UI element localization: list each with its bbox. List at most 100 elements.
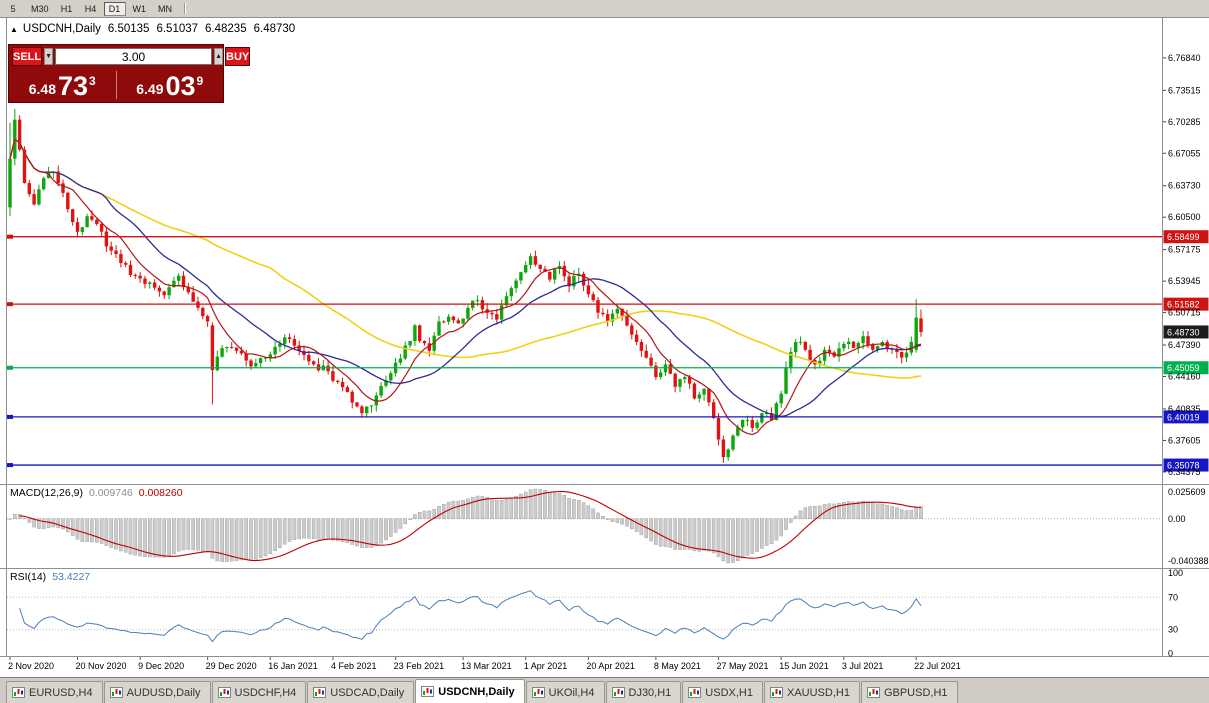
candle-body [601, 312, 605, 315]
timeframe-button-w1[interactable]: W1 [132, 3, 147, 14]
macd-bar [610, 518, 615, 522]
price-axis-label: 6.53945 [1168, 276, 1201, 286]
candle-body [765, 413, 769, 414]
macd-bar [210, 518, 215, 559]
macd-bar [885, 505, 889, 519]
candle-body [683, 377, 687, 380]
candle-body [615, 308, 619, 314]
candle-body [659, 372, 663, 378]
macd-bar [803, 507, 808, 519]
macd-bar [784, 518, 788, 530]
chart-tab-eurusd[interactable]: EURUSD,H4 [6, 681, 103, 703]
candle-body [95, 219, 99, 224]
macd-bar [162, 518, 167, 558]
macd-bar [152, 518, 157, 558]
macd-bar [789, 518, 793, 523]
macd-bar [625, 518, 629, 527]
candle-body [794, 342, 798, 353]
macd-bar [205, 518, 210, 553]
macd-bar [8, 518, 12, 520]
chart-tab-label: EURUSD,H4 [29, 686, 93, 699]
ask-price[interactable]: 6.49 03 9 [117, 68, 224, 102]
timeframe-button-m30[interactable]: M30 [31, 3, 49, 14]
candle-body [649, 357, 653, 366]
macd-bar [702, 518, 706, 551]
macd-bar [914, 506, 918, 519]
chart-tab-ukoil[interactable]: UKOil,H4 [525, 681, 605, 703]
candle-body [692, 383, 697, 399]
volume-input[interactable] [55, 48, 213, 65]
chart-tab-usdchf[interactable]: USDCHF,H4 [211, 681, 307, 703]
macd-bar [413, 514, 417, 520]
chart-tab-label: UKOil,H4 [548, 686, 595, 699]
candle-body [707, 388, 711, 403]
macd-bar [46, 518, 51, 529]
chart-tab-icon [611, 687, 625, 698]
macd-bar [851, 501, 856, 519]
macd-bar [172, 518, 176, 555]
candle-body [138, 275, 142, 279]
price-axis-label: 6.37605 [1168, 435, 1201, 445]
volume-decrease-button[interactable]: ▼ [44, 48, 54, 65]
timeframe-button-h1[interactable]: H1 [60, 3, 73, 14]
buy-button[interactable]: BUY [225, 47, 251, 66]
candle-body [562, 265, 566, 277]
chart-tab-audusd[interactable]: AUDUSD,Daily [103, 681, 211, 703]
candle-body [572, 275, 576, 287]
sell-button[interactable]: SELL [12, 47, 43, 66]
candle-body [143, 278, 147, 284]
candle-body [750, 419, 754, 428]
price-badge-text: 6.35078 [1167, 461, 1200, 471]
candle-body [128, 264, 133, 275]
chart-tab-gbpusd[interactable]: GBPUSD,H1 [860, 681, 958, 703]
macd-bar [138, 518, 142, 557]
macd-bar [909, 509, 914, 519]
macd-axis-label: 0.025609 [1168, 487, 1206, 497]
macd-bar [119, 518, 123, 552]
macd-axis-label: -0.040388 [1168, 556, 1209, 566]
macd-bar [861, 500, 865, 519]
candle-body [157, 287, 162, 292]
timeframe-button-h4[interactable]: H4 [84, 3, 97, 14]
macd-bar [793, 515, 798, 519]
timeframe-toolbar: 5 M30 H1 H4 D1 W1 MN [0, 0, 1209, 17]
candle-body [230, 346, 234, 348]
price-axis-label: 6.73515 [1168, 85, 1201, 95]
price-axis-label: 6.70285 [1168, 117, 1201, 127]
macd-bar [711, 518, 716, 554]
macd-bar [408, 518, 412, 520]
chart-tab-dj30[interactable]: DJ30,H1 [605, 681, 682, 703]
volume-increase-button[interactable]: ▲ [214, 48, 223, 65]
x-axis-label: 8 May 2021 [654, 661, 701, 671]
timeframe-button-mn[interactable]: MN [158, 3, 173, 14]
collapse-trade-panel-icon[interactable]: ▲ [10, 25, 18, 34]
rsi-axis-label: 0 [1168, 649, 1173, 659]
candle-body [504, 296, 509, 306]
chart-tab-icon [313, 687, 327, 698]
candle-body [466, 307, 470, 319]
macd-bar [779, 518, 783, 537]
chart-tab-usdcad[interactable]: USDCAD,Daily [307, 681, 415, 703]
x-axis-label: 20 Nov 2020 [75, 661, 126, 671]
macd-bar [65, 518, 70, 533]
chart-tab-usdx[interactable]: USDX,H1 [682, 681, 763, 703]
macd-bar [403, 518, 408, 525]
macd-bar [253, 518, 258, 560]
macd-bar [355, 518, 359, 547]
chart-tab-usdcnh[interactable]: USDCNH,Daily [415, 679, 525, 703]
macd-main-value: 0.009746 [88, 487, 133, 499]
chart-tab-xauusd[interactable]: XAUUSD,H1 [763, 681, 860, 703]
timeframe-button-d1[interactable]: D1 [103, 1, 126, 16]
macd-bar [678, 518, 682, 550]
chart-tab-icon [866, 687, 880, 698]
candle-body [524, 265, 528, 273]
chart-tab-label: DJ30,H1 [628, 686, 672, 699]
macd-bar [668, 518, 673, 548]
trade-controls-row: SELL ▼ ▲ BUY [9, 45, 251, 68]
candle-body [702, 388, 706, 395]
candle-body [740, 420, 745, 428]
timeframe-button-5[interactable]: 5 [10, 3, 16, 14]
macd-bar [461, 500, 465, 519]
bid-price[interactable]: 6.48 73 3 [9, 68, 116, 102]
